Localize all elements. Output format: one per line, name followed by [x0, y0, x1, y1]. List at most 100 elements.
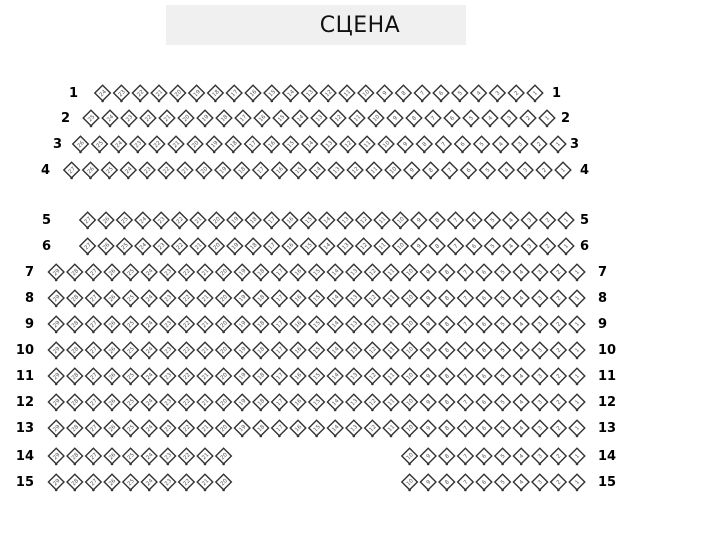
seat[interactable]: 13 [345, 289, 363, 308]
seat[interactable]: 16 [281, 211, 299, 230]
seat[interactable]: 19 [233, 315, 251, 334]
seat[interactable]: 23 [159, 419, 177, 438]
seat[interactable]: 21 [196, 447, 214, 466]
seat[interactable]: 8 [394, 84, 413, 103]
seat[interactable]: 23 [152, 237, 170, 256]
seat[interactable]: 4 [512, 315, 530, 334]
seat[interactable]: 11 [382, 263, 400, 282]
seat[interactable]: 24 [140, 393, 158, 412]
seat[interactable]: 25 [90, 135, 109, 154]
seat[interactable]: 17 [270, 315, 289, 334]
seat[interactable]: 8 [415, 135, 434, 154]
seat[interactable]: 6 [453, 135, 472, 154]
seat[interactable]: 2 [538, 211, 557, 230]
seat[interactable]: 19 [233, 367, 251, 386]
seat[interactable]: 22 [177, 315, 196, 334]
seat[interactable]: 1 [568, 473, 586, 492]
seat[interactable]: 22 [131, 84, 149, 103]
seat[interactable]: 16 [289, 367, 307, 386]
seat[interactable]: 18 [252, 341, 270, 360]
seat[interactable]: 20 [186, 135, 204, 154]
seat[interactable]: 28 [66, 473, 84, 492]
seat[interactable]: 16 [270, 161, 289, 180]
seat[interactable]: 21 [196, 367, 214, 386]
seat[interactable]: 12 [346, 161, 364, 180]
seat[interactable]: 15 [307, 419, 326, 438]
seat[interactable]: 10 [357, 84, 375, 103]
seat[interactable]: 28 [66, 367, 84, 386]
seat[interactable]: 22 [177, 367, 196, 386]
seat[interactable]: 22 [177, 289, 196, 308]
seat[interactable]: 27 [84, 473, 103, 492]
seat[interactable]: 29 [47, 393, 65, 412]
seat[interactable]: 27 [62, 161, 81, 180]
seat[interactable]: 3 [520, 211, 538, 230]
seat[interactable]: 9 [396, 135, 414, 154]
seat[interactable]: 12 [354, 237, 373, 256]
seat[interactable]: 6 [443, 109, 461, 128]
seat[interactable]: 5 [493, 393, 512, 412]
seat[interactable]: 23 [159, 315, 177, 334]
seat[interactable]: 5 [483, 211, 502, 230]
seat[interactable]: 1 [538, 109, 556, 128]
seat[interactable]: 7 [446, 211, 465, 230]
seat[interactable]: 24 [140, 289, 158, 308]
seat[interactable]: 11 [382, 315, 400, 334]
seat[interactable]: 4 [512, 419, 530, 438]
seat[interactable]: 13 [345, 419, 363, 438]
seat[interactable]: 10 [400, 393, 419, 412]
seat[interactable]: 20 [214, 289, 233, 308]
seat[interactable]: 1 [568, 393, 586, 412]
seat[interactable]: 23 [112, 84, 131, 103]
seat[interactable]: 23 [120, 109, 138, 128]
seat[interactable]: 2 [538, 237, 557, 256]
seat[interactable]: 14 [318, 211, 336, 230]
seat[interactable]: 11 [365, 161, 383, 180]
seat[interactable]: 8 [438, 289, 456, 308]
seat[interactable]: 26 [103, 315, 121, 334]
seat[interactable]: 21 [196, 419, 214, 438]
seat[interactable]: 12 [363, 419, 382, 438]
seat[interactable]: 5 [483, 237, 502, 256]
seat[interactable]: 21 [167, 135, 185, 154]
seat[interactable]: 1 [568, 419, 586, 438]
seat[interactable]: 20 [214, 341, 233, 360]
seat[interactable]: 20 [169, 84, 187, 103]
seat[interactable]: 29 [47, 341, 65, 360]
seat[interactable]: 6 [475, 289, 493, 308]
seat[interactable]: 7 [440, 161, 459, 180]
seat[interactable]: 18 [252, 419, 270, 438]
seat[interactable]: 4 [491, 135, 510, 154]
seat[interactable]: 22 [157, 161, 175, 180]
seat[interactable]: 10 [400, 367, 419, 386]
seat[interactable]: 3 [531, 289, 549, 308]
seat[interactable]: 27 [84, 341, 103, 360]
seat[interactable]: 15 [289, 161, 308, 180]
seat[interactable]: 3 [531, 367, 549, 386]
seat[interactable]: 15 [307, 315, 326, 334]
seat[interactable]: 18 [206, 84, 225, 103]
seat[interactable]: 24 [134, 211, 152, 230]
seat[interactable]: 27 [84, 289, 103, 308]
seat[interactable]: 23 [159, 341, 177, 360]
seat[interactable]: 24 [140, 367, 158, 386]
seat[interactable]: 29 [47, 419, 65, 438]
seat[interactable]: 12 [354, 211, 373, 230]
seat[interactable]: 4 [512, 367, 530, 386]
seat[interactable]: 27 [78, 237, 97, 256]
seat[interactable]: 5 [493, 263, 512, 282]
seat[interactable]: 4 [512, 341, 530, 360]
seat[interactable]: 1 [568, 315, 586, 334]
seat[interactable]: 13 [345, 263, 363, 282]
seat[interactable]: 23 [159, 263, 177, 282]
seat[interactable]: 15 [281, 135, 300, 154]
seat[interactable]: 19 [233, 289, 251, 308]
seat[interactable]: 8 [438, 315, 456, 334]
seat[interactable]: 20 [214, 419, 233, 438]
seat[interactable]: 10 [400, 341, 419, 360]
seat[interactable]: 18 [252, 367, 270, 386]
seat[interactable]: 5 [451, 84, 469, 103]
seat[interactable]: 14 [300, 135, 319, 154]
seat[interactable]: 25 [82, 109, 100, 128]
seat[interactable]: 15 [307, 393, 326, 412]
